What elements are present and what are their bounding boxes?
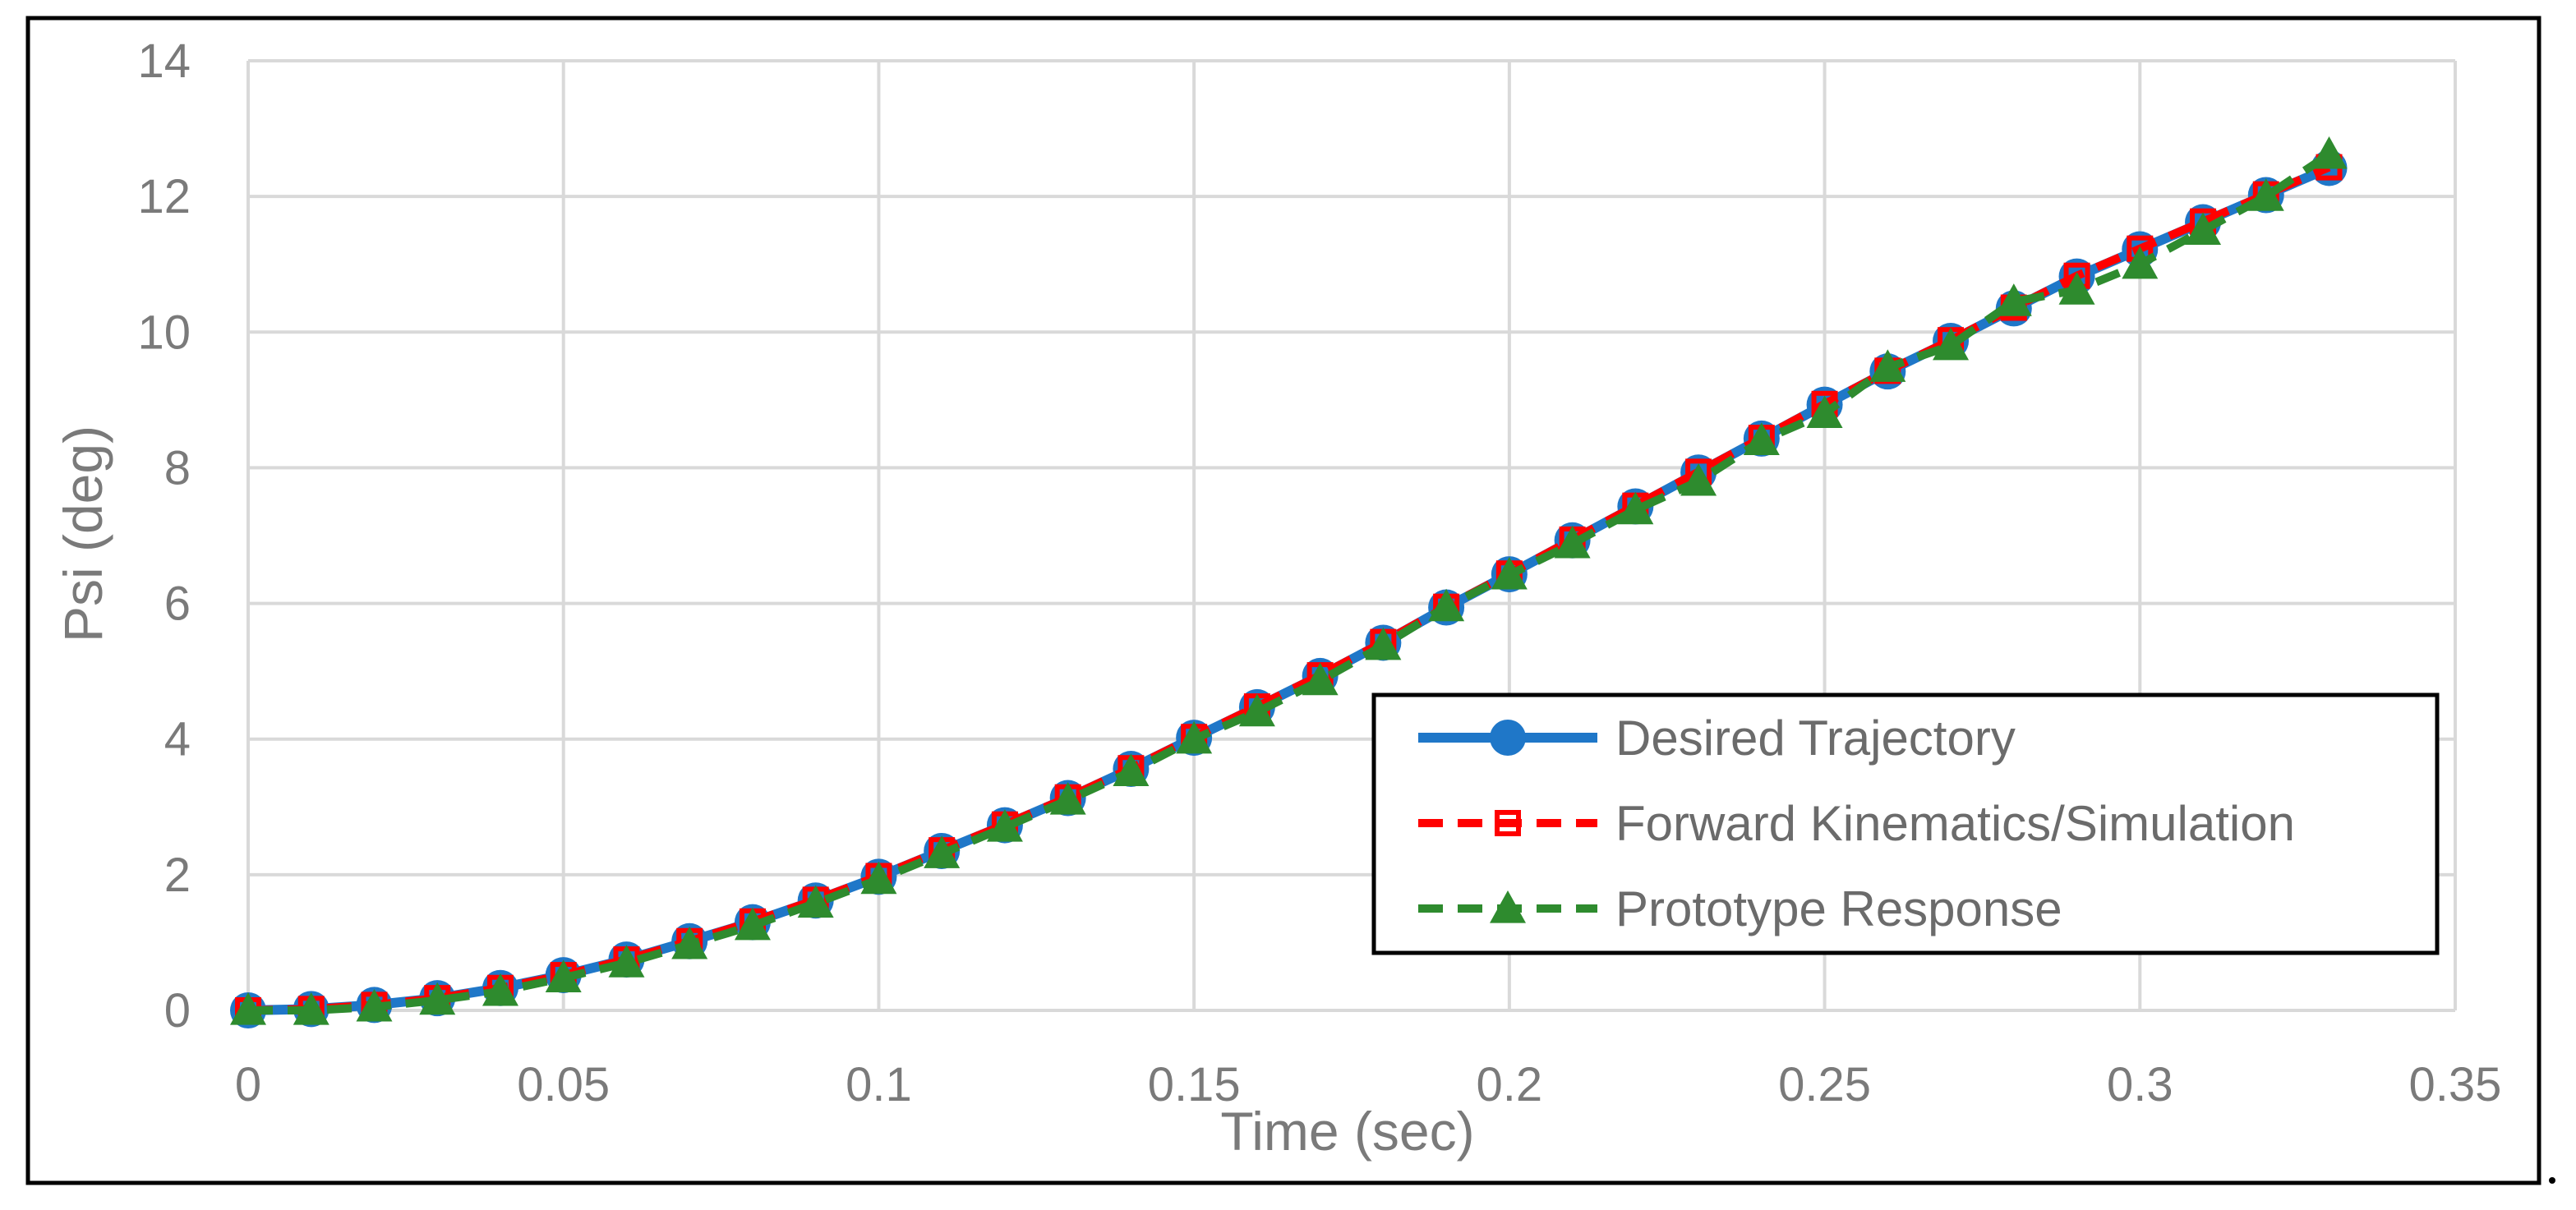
data-point [2185, 212, 2222, 246]
data-point [1743, 422, 1780, 455]
legend-swatch [1418, 720, 1597, 756]
data-point [860, 861, 897, 895]
x-tick-label: 0.05 [517, 1058, 610, 1111]
data-point [545, 959, 582, 992]
y-tick-label: 4 [164, 713, 191, 766]
data-point [608, 945, 645, 978]
legend-label: Desired Trajectory [1615, 711, 2016, 766]
data-point [2122, 246, 2159, 279]
data-point [986, 809, 1023, 842]
data-point [2247, 178, 2284, 211]
y-tick-labels: 0 2 4 6 8 10 12 14 [137, 35, 191, 1037]
legend-marker [1490, 890, 1526, 923]
legend-label: Prototype Response [1615, 881, 2062, 936]
series-layer [230, 136, 2348, 1028]
data-point [1933, 327, 1970, 361]
legend-swatch [1418, 890, 1597, 923]
y-tick-label: 2 [164, 849, 191, 902]
data-point [1113, 753, 1150, 786]
x-tick-label: 0.2 [1477, 1058, 1543, 1111]
data-point [1365, 627, 1402, 660]
data-point [734, 907, 771, 941]
legend-marker [1490, 720, 1526, 756]
x-tick-label: 0.3 [2107, 1058, 2173, 1111]
y-tick-label: 0 [164, 984, 191, 1037]
data-point [1806, 395, 1843, 428]
series-line [247, 163, 2331, 1015]
x-tick-labels: 0 0.05 0.1 0.15 0.2 0.25 0.3 0.35 [235, 1058, 2502, 1111]
data-point [230, 992, 266, 1025]
data-point [1428, 588, 1465, 622]
data-point [1869, 349, 1906, 382]
data-point [1617, 491, 1654, 525]
data-point [2311, 136, 2348, 169]
data-point [1554, 525, 1591, 559]
x-axis-title: Time (sec) [1220, 1101, 1474, 1162]
data-point [1680, 462, 1717, 496]
data-point [356, 988, 393, 1022]
x-tick-label: 0 [235, 1058, 261, 1111]
data-point [671, 926, 708, 959]
data-point [293, 992, 329, 1025]
data-point [1491, 556, 1528, 590]
x-tick-label: 0.1 [846, 1058, 912, 1111]
legend: Desired Trajectory Forward Kinematics/Sim… [1371, 692, 2440, 955]
data-point [2058, 272, 2095, 305]
y-tick-label: 10 [137, 306, 191, 359]
y-tick-label: 14 [137, 35, 191, 88]
x-tick-label: 0.25 [1778, 1058, 1871, 1111]
data-point [1049, 782, 1086, 815]
y-axis-title: Psi (deg) [53, 426, 113, 642]
y-tick-label: 6 [164, 577, 191, 631]
data-point [924, 835, 961, 868]
y-tick-label: 8 [164, 441, 191, 495]
data-point [482, 973, 518, 1006]
series-2 [230, 136, 2348, 1025]
stray-dot [2549, 1177, 2555, 1184]
data-point [797, 885, 834, 918]
x-tick-label: 0.15 [1148, 1058, 1241, 1111]
data-point [1995, 283, 2032, 316]
legend-swatch [1418, 810, 1597, 836]
data-point [1176, 720, 1213, 754]
chart-border [25, 16, 2541, 1185]
legend-marker [1495, 810, 1521, 836]
data-point [1302, 662, 1339, 696]
y-tick-label: 12 [137, 170, 191, 223]
legend-label: Forward Kinematics/Simulation [1615, 796, 2295, 851]
data-point [419, 982, 456, 1015]
x-tick-label: 0.35 [2409, 1058, 2502, 1111]
data-point [1238, 693, 1275, 727]
